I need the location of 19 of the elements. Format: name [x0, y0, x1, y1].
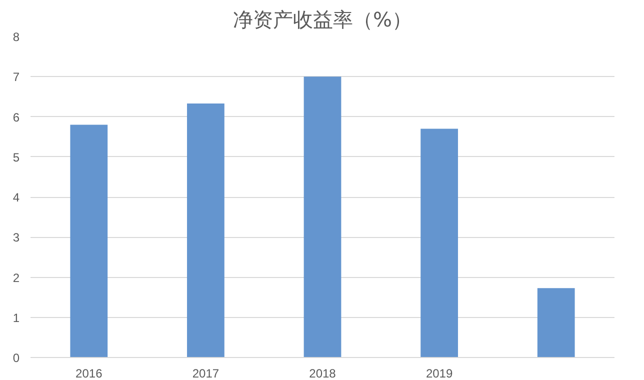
y-tick-label: 3 — [12, 230, 20, 245]
bar — [537, 288, 575, 358]
bar — [420, 128, 458, 358]
y-tick-label: 1 — [12, 310, 20, 325]
y-tick-label: 4 — [12, 190, 20, 204]
y-tick-label: 5 — [12, 150, 20, 164]
y-tick-label: 0 — [12, 351, 20, 365]
y-tick-label: 7 — [12, 70, 20, 84]
bar — [70, 124, 108, 358]
bar — [187, 104, 224, 358]
x-tick-label: 2016 — [76, 366, 103, 380]
bar — [304, 76, 342, 358]
x-tick-label: 2017 — [192, 366, 220, 380]
y-tick-label: 6 — [12, 110, 20, 124]
x-tick-label: 2019 — [426, 366, 453, 380]
chart-title: 净资产收益率（%） — [233, 8, 412, 32]
y-tick-label: 2 — [12, 270, 20, 285]
x-tick-label: 2018 — [309, 366, 336, 380]
y-tick-label: 8 — [12, 30, 20, 44]
